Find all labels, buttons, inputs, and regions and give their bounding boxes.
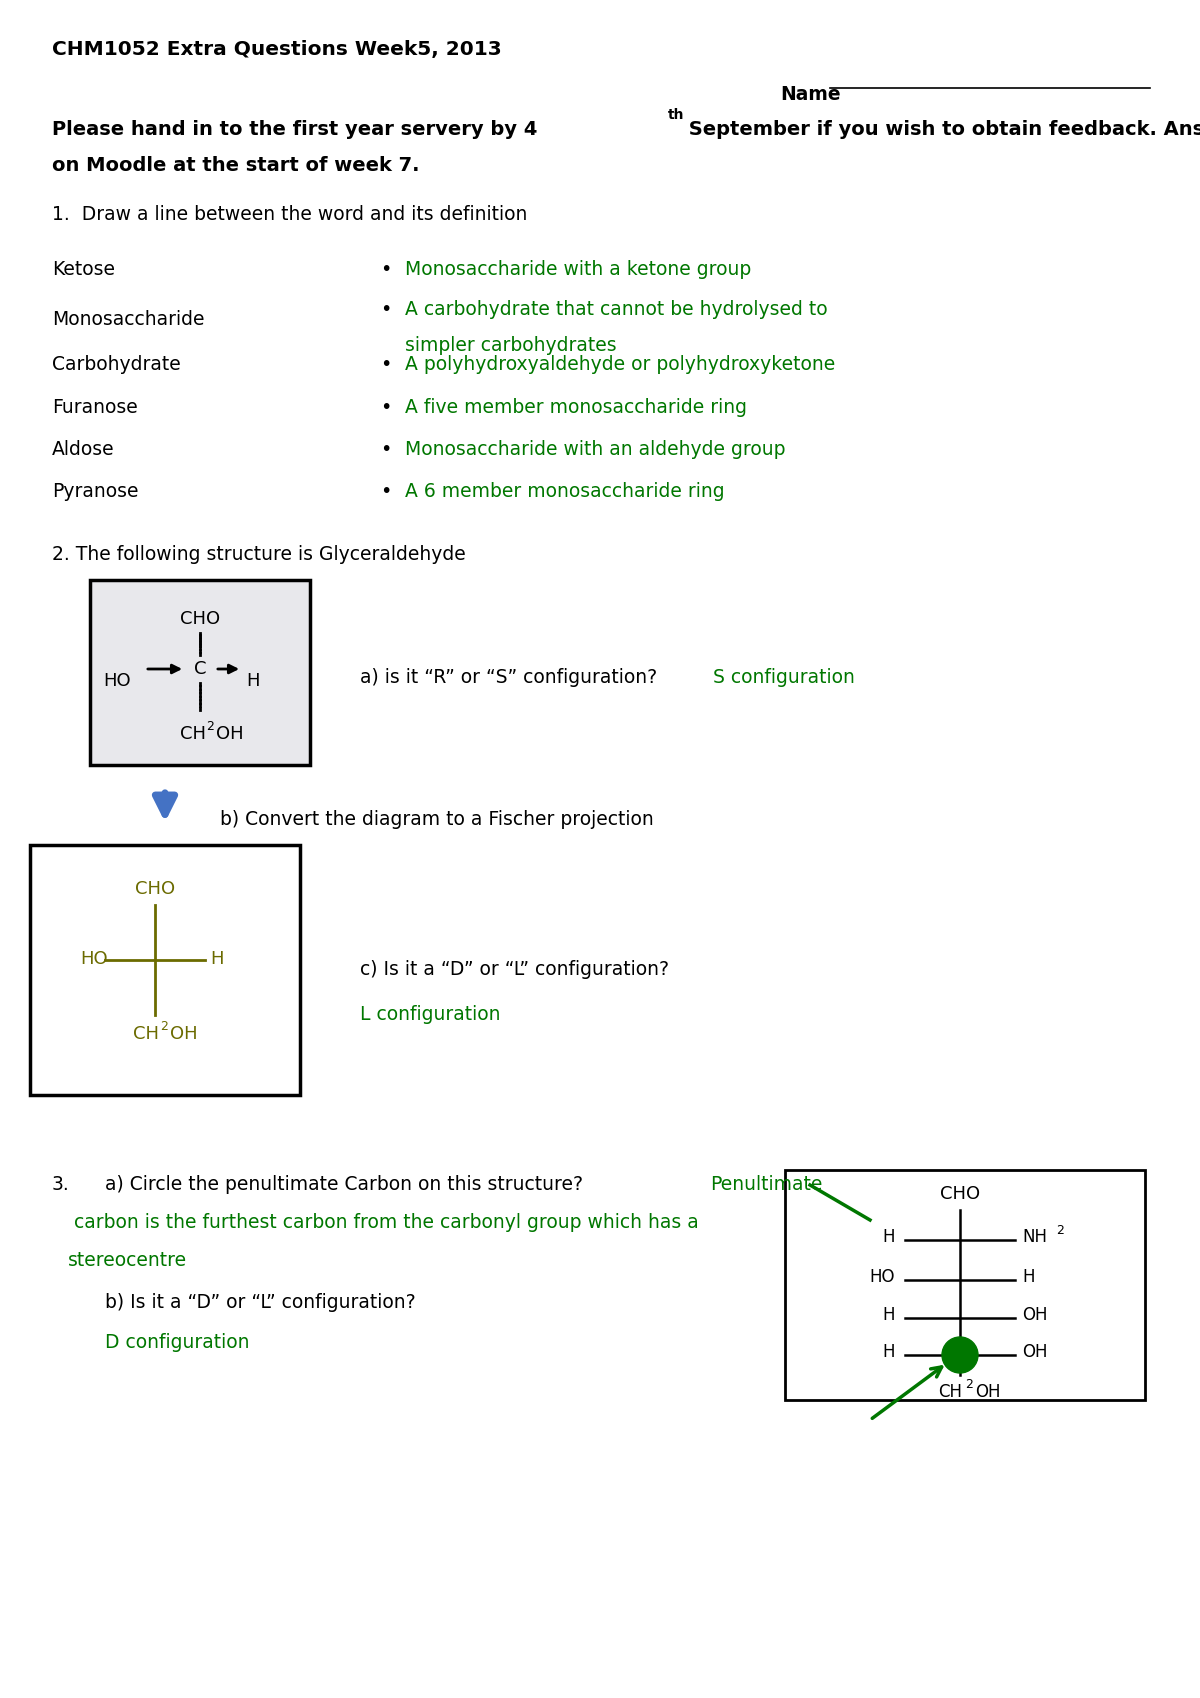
Text: 2. The following structure is Glyceraldehyde: 2. The following structure is Glyceralde…: [52, 545, 466, 564]
Text: Monosaccharide with a ketone group: Monosaccharide with a ketone group: [406, 260, 751, 278]
Text: 2: 2: [965, 1379, 973, 1391]
Text: C: C: [193, 661, 206, 678]
Text: S configuration: S configuration: [713, 667, 854, 688]
Text: b) Convert the diagram to a Fischer projection: b) Convert the diagram to a Fischer proj…: [220, 810, 654, 829]
Text: Penultimate: Penultimate: [710, 1175, 822, 1194]
Text: CHO: CHO: [180, 610, 220, 628]
Text: A 6 member monosaccharide ring: A 6 member monosaccharide ring: [406, 482, 725, 501]
Text: H: H: [882, 1228, 895, 1246]
Text: September if you wish to obtain feedback. Answers will be posted: September if you wish to obtain feedback…: [682, 121, 1200, 139]
Text: a) Circle the penultimate Carbon on this structure?: a) Circle the penultimate Carbon on this…: [106, 1175, 583, 1194]
Text: H: H: [1022, 1268, 1034, 1285]
Text: stereocentre: stereocentre: [68, 1251, 187, 1270]
Text: •: •: [380, 440, 391, 458]
Text: OH: OH: [974, 1382, 1001, 1401]
Text: Aldose: Aldose: [52, 440, 115, 458]
Text: Monosaccharide with an aldehyde group: Monosaccharide with an aldehyde group: [406, 440, 786, 458]
Text: H: H: [882, 1343, 895, 1362]
Text: Monosaccharide: Monosaccharide: [52, 311, 204, 329]
Text: 2: 2: [160, 1020, 168, 1032]
Text: H: H: [210, 949, 223, 968]
Text: •: •: [380, 482, 391, 501]
Text: carbon is the furthest carbon from the carbonyl group which has a: carbon is the furthest carbon from the c…: [68, 1212, 698, 1233]
Circle shape: [942, 1336, 978, 1374]
Text: L configuration: L configuration: [360, 1005, 500, 1024]
Text: Ketose: Ketose: [52, 260, 115, 278]
Text: HO: HO: [870, 1268, 895, 1285]
Text: HO: HO: [103, 672, 131, 689]
Text: CHO: CHO: [940, 1185, 980, 1202]
Text: b) Is it a “D” or “L” configuration?: b) Is it a “D” or “L” configuration?: [106, 1292, 415, 1313]
Text: CHO: CHO: [134, 880, 175, 898]
Text: th: th: [668, 109, 684, 122]
Text: OH: OH: [170, 1026, 198, 1043]
Text: 1.  Draw a line between the word and its definition: 1. Draw a line between the word and its …: [52, 205, 527, 224]
Text: A polyhydroxyaldehyde or polyhydroxyketone: A polyhydroxyaldehyde or polyhydroxyketo…: [406, 355, 835, 374]
Text: c) Is it a “D” or “L” configuration?: c) Is it a “D” or “L” configuration?: [360, 959, 670, 980]
Text: Carbohydrate: Carbohydrate: [52, 355, 181, 374]
Bar: [30, 846, 300, 1095]
Text: CH: CH: [938, 1382, 962, 1401]
Text: 2: 2: [206, 720, 214, 734]
Text: A five member monosaccharide ring: A five member monosaccharide ring: [406, 397, 746, 418]
Text: 3.: 3.: [52, 1175, 70, 1194]
Text: HO: HO: [80, 949, 108, 968]
Text: CH: CH: [133, 1026, 158, 1043]
Text: Pyranose: Pyranose: [52, 482, 138, 501]
Text: Furanose: Furanose: [52, 397, 138, 418]
Text: NH: NH: [1022, 1228, 1046, 1246]
Text: 2: 2: [1056, 1224, 1064, 1238]
Text: D configuration: D configuration: [106, 1333, 250, 1352]
Text: •: •: [380, 301, 391, 319]
Text: H: H: [246, 672, 259, 689]
Text: OH: OH: [216, 725, 244, 744]
Text: OH: OH: [1022, 1306, 1048, 1324]
Text: simpler carbohydrates: simpler carbohydrates: [406, 336, 617, 355]
Text: CHM1052 Extra Questions Week5, 2013: CHM1052 Extra Questions Week5, 2013: [52, 41, 502, 59]
Text: CH: CH: [180, 725, 206, 744]
Text: a) is it “R” or “S” configuration?: a) is it “R” or “S” configuration?: [360, 667, 658, 688]
Text: •: •: [380, 355, 391, 374]
Text: Please hand in to the first year servery by 4: Please hand in to the first year servery…: [52, 121, 538, 139]
Text: A carbohydrate that cannot be hydrolysed to: A carbohydrate that cannot be hydrolysed…: [406, 301, 828, 319]
Text: OH: OH: [1022, 1343, 1048, 1362]
Bar: [90, 581, 310, 766]
Text: Name: Name: [780, 85, 841, 104]
Text: •: •: [380, 397, 391, 418]
Text: on Moodle at the start of week 7.: on Moodle at the start of week 7.: [52, 156, 420, 175]
Bar: [785, 1170, 1145, 1399]
Text: •: •: [380, 260, 391, 278]
Text: H: H: [882, 1306, 895, 1324]
